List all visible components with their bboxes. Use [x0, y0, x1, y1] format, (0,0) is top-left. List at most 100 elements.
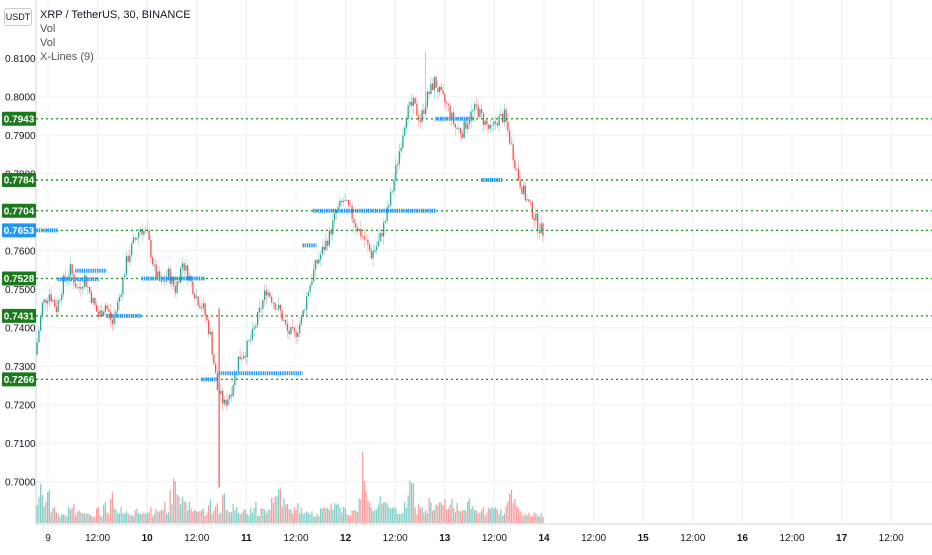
level-price-tag [2, 271, 36, 286]
currency-unit-button[interactable]: USDT [4, 8, 32, 26]
volume-bar [251, 512, 254, 523]
candle-body [253, 327, 255, 330]
price-tick-label: 0.7600 [5, 246, 36, 257]
candle-body [279, 304, 282, 311]
candles-group [36, 50, 544, 488]
candle-body [397, 163, 399, 166]
candle-body [243, 356, 245, 359]
volume-bar [239, 514, 241, 523]
indicator-vol-2[interactable]: Vol [40, 37, 56, 49]
candle-body [234, 372, 236, 386]
volume-bar [232, 503, 234, 523]
candle-body [40, 315, 42, 331]
volume-bar [169, 490, 171, 523]
volume-bar [334, 503, 336, 523]
candle-body [43, 299, 45, 303]
candle-body [78, 286, 80, 289]
volume-bar [55, 512, 58, 523]
volume-bar [433, 509, 436, 523]
volume-bar [300, 508, 303, 523]
candle-body [164, 281, 166, 282]
candle-body [456, 127, 458, 129]
volume-bar [125, 511, 128, 523]
candle-body [188, 275, 191, 281]
volume-bar [306, 511, 308, 523]
candle-body [222, 390, 224, 404]
candle-body [430, 83, 432, 95]
candle-body [265, 290, 268, 296]
candle-body [237, 356, 240, 372]
candle-body [90, 292, 93, 303]
volume-bar [398, 513, 401, 523]
volume-bar [131, 515, 133, 523]
price-tick-label: 0.8000 [5, 92, 36, 103]
volume-bar [194, 510, 196, 523]
candle-body [104, 305, 107, 312]
candle-body [283, 320, 285, 321]
candle-body [290, 327, 292, 334]
volume-bar [199, 511, 201, 523]
volume-bar [297, 503, 299, 523]
candle-body [421, 109, 423, 122]
candle-body [302, 310, 304, 317]
candle-body [418, 115, 420, 121]
volume-bar [85, 514, 87, 523]
candle-body [272, 302, 275, 304]
volume-bar [108, 513, 110, 523]
volume-bar [290, 509, 292, 523]
volume-bar [225, 509, 227, 523]
volume-bar [97, 507, 100, 523]
volume-bar [271, 497, 273, 523]
candle-body [152, 257, 154, 265]
indicator-x-lines[interactable]: X-Lines (9) [40, 51, 94, 63]
candle-body [216, 372, 219, 391]
volume-bar [409, 481, 411, 523]
volume-bar [162, 509, 164, 523]
level-price-tag [2, 203, 36, 218]
volume-bar [395, 508, 397, 523]
volume-bar [68, 506, 70, 523]
time-tick-label: 15 [638, 533, 650, 544]
candle-body [362, 236, 364, 238]
candle-body [160, 280, 163, 282]
volume-bar [36, 505, 38, 523]
candle-body [106, 305, 108, 310]
candle-body [223, 399, 226, 404]
candle-body [201, 307, 203, 309]
volume-bar [139, 513, 142, 523]
candle-body [489, 125, 492, 129]
volume-bar [243, 510, 245, 523]
volume-bar [180, 504, 182, 523]
volume-bar [447, 508, 450, 523]
volume-bar [138, 513, 140, 523]
volume-bar [386, 503, 388, 523]
volume-bar [309, 514, 311, 523]
candle-body [225, 399, 227, 406]
volume-bar [171, 504, 173, 523]
volume-bar [526, 515, 528, 523]
candle-body [454, 124, 457, 128]
volume-bar [153, 513, 156, 523]
time-tick-label: 12:00 [779, 533, 804, 544]
volume-bar [127, 513, 129, 523]
volume-bar [512, 502, 514, 523]
volume-bar [117, 513, 119, 523]
candle-body [153, 264, 156, 266]
volume-bar [402, 512, 404, 523]
time-tick-label: 12:00 [184, 533, 209, 544]
candle-body [542, 223, 544, 236]
candle-body [292, 327, 294, 329]
candle-body [274, 302, 276, 310]
time-tick-label: 9 [45, 533, 51, 544]
candle-body [129, 255, 131, 262]
symbol-title[interactable]: XRP / TetherUS, 30, BINANCE [40, 9, 191, 21]
level-price-label: 0.7528 [4, 274, 35, 285]
candle-body [425, 107, 427, 114]
time-tick-label: 14 [538, 533, 550, 544]
indicator-vol-1[interactable]: Vol [40, 23, 56, 35]
volume-bar [265, 513, 268, 523]
candle-body [299, 324, 301, 333]
candle-body [509, 130, 511, 144]
